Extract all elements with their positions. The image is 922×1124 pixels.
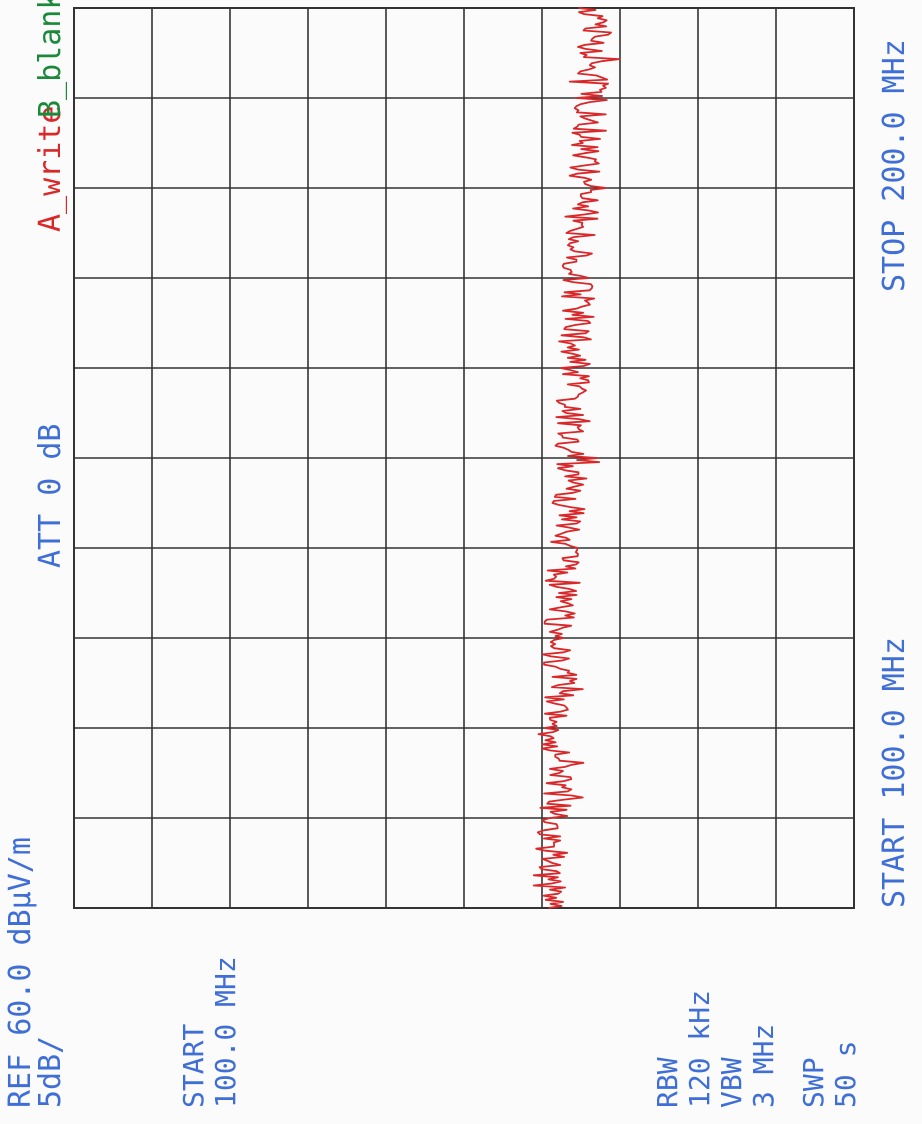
left-start-value: 100.0 MHz [209,956,242,1108]
plot-grid [74,8,854,908]
stop-frequency-label: STOP 200.0 MHz [877,39,912,292]
trace-a-label: A_write [33,105,68,232]
vbw-value: 3 MHz [747,1023,780,1108]
rbw-label: RBW [651,1057,684,1108]
trace-a-line [532,7,621,909]
rbw-value: 120 kHz [683,989,716,1108]
left-start-label: START [177,1023,210,1108]
swp-value: 50 s [829,1040,862,1108]
vbw-label: VBW [715,1057,748,1108]
start-frequency-label: START 100.0 MHz [877,637,912,908]
scale-label: 5dB/ [33,1035,68,1108]
trace-b-label: B_blank [33,0,68,118]
swp-label: SWP [797,1057,830,1108]
attenuation-label: ATT 0 dB [33,423,68,569]
trace-a-group [532,7,621,909]
ref-level-label: REF 60.0 dBμV/m [3,837,38,1108]
